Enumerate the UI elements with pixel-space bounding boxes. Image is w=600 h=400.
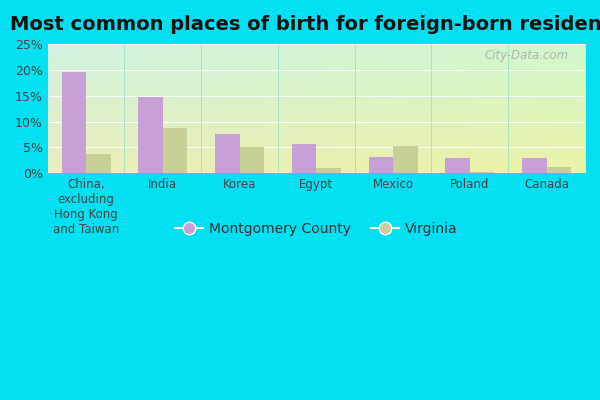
Bar	[139, 97, 163, 173]
Bar	[445, 158, 470, 173]
Bar	[292, 144, 316, 173]
Bar	[393, 146, 418, 173]
Bar	[522, 158, 547, 173]
Bar	[62, 72, 86, 173]
Bar	[239, 148, 264, 173]
Legend: Montgomery County, Virginia: Montgomery County, Virginia	[170, 216, 463, 242]
Bar	[547, 167, 571, 173]
Bar	[215, 134, 239, 173]
Bar	[86, 154, 110, 173]
Bar	[316, 168, 341, 173]
Bar	[368, 157, 393, 173]
Bar	[163, 128, 187, 173]
Text: City-Data.com: City-Data.com	[485, 49, 569, 62]
Bar	[470, 172, 494, 173]
Title: Most common places of birth for foreign-born residents: Most common places of birth for foreign-…	[10, 15, 600, 34]
